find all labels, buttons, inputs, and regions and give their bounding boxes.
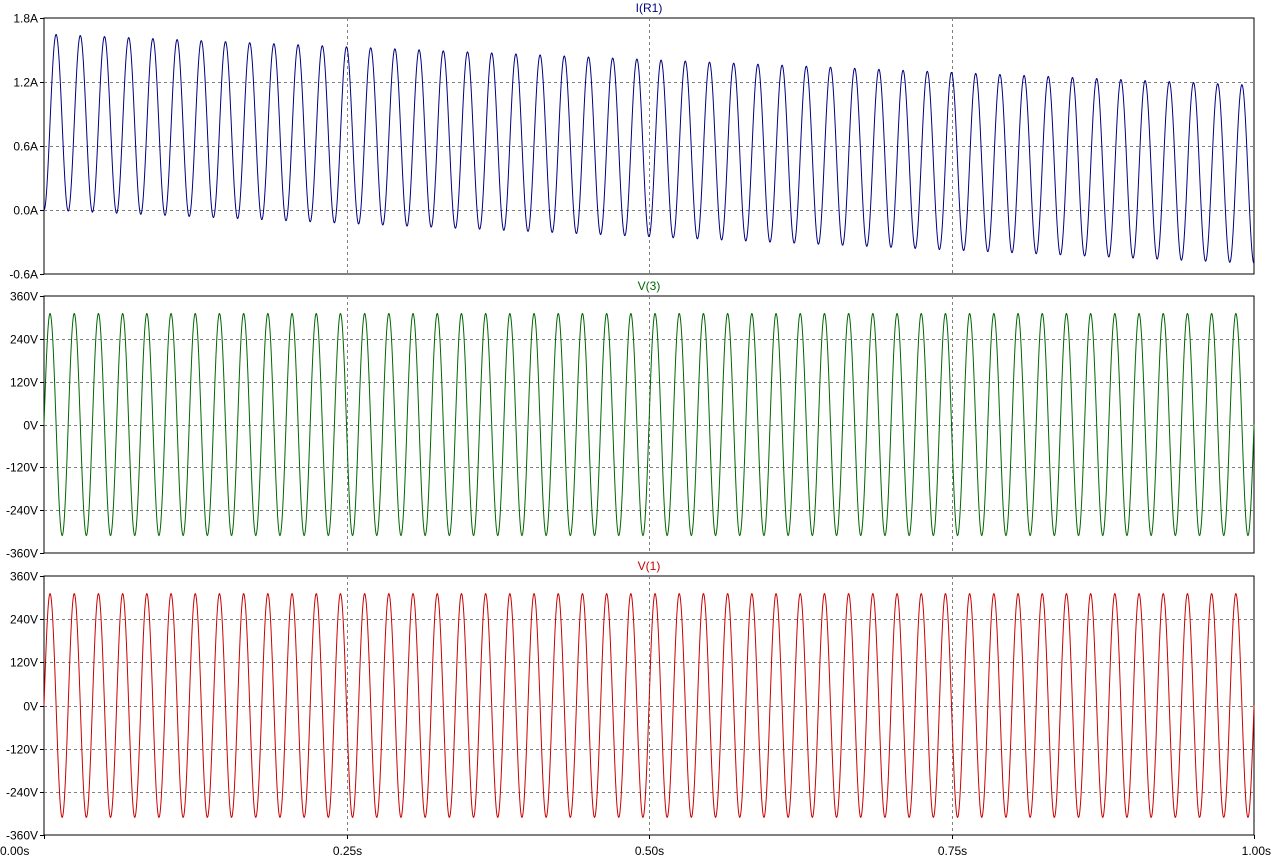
series-trace <box>43 312 1255 537</box>
y-tick-label: 0.6A <box>13 140 38 154</box>
y-tick-label: 1.2A <box>13 76 38 90</box>
series-trace <box>43 593 1255 818</box>
y-tick-label: -360V <box>6 547 38 561</box>
pane-v-3: 360V 240V 120V 0V -120V -240V -360V V(3) <box>6 279 1255 561</box>
y-tick-label: 0V <box>23 419 38 433</box>
y-tick-label: 0.0A <box>13 204 38 218</box>
y-tick-label: -0.6A <box>9 268 38 282</box>
x-tick-label: 0.75s <box>938 844 967 858</box>
pane-v-1: 360V 240V 120V 0V -120V -240V -360V V(1) <box>6 559 1255 843</box>
y-tick-label: -360V <box>6 829 38 843</box>
y-tick-label: 0V <box>23 700 38 714</box>
x-tick-label: 0.00s <box>0 844 29 858</box>
y-tick-label: -240V <box>6 504 38 518</box>
y-tick-label: -240V <box>6 786 38 800</box>
pane-i-r1: 1.8A 1.2A 0.6A 0.0A -0.6A I(R1) <box>9 1 1255 282</box>
y-tick-label: -120V <box>6 743 38 757</box>
pane-title: V(3) <box>638 279 661 293</box>
x-tick-label: 1.00s <box>1242 844 1271 858</box>
x-tick-label: 0.25s <box>333 844 362 858</box>
pane-title: I(R1) <box>636 1 663 15</box>
y-tick-label: 1.8A <box>13 12 38 26</box>
pane-title: V(1) <box>638 559 661 573</box>
y-tick-label: 240V <box>10 613 38 627</box>
series-trace <box>43 33 1255 264</box>
y-tick-label: 120V <box>10 376 38 390</box>
y-tick-label: 360V <box>10 290 38 304</box>
y-tick-label: 360V <box>10 570 38 584</box>
y-tick-label: -120V <box>6 461 38 475</box>
x-tick-label: 0.50s <box>635 844 664 858</box>
y-tick-label: 240V <box>10 333 38 347</box>
y-tick-label: 120V <box>10 656 38 670</box>
